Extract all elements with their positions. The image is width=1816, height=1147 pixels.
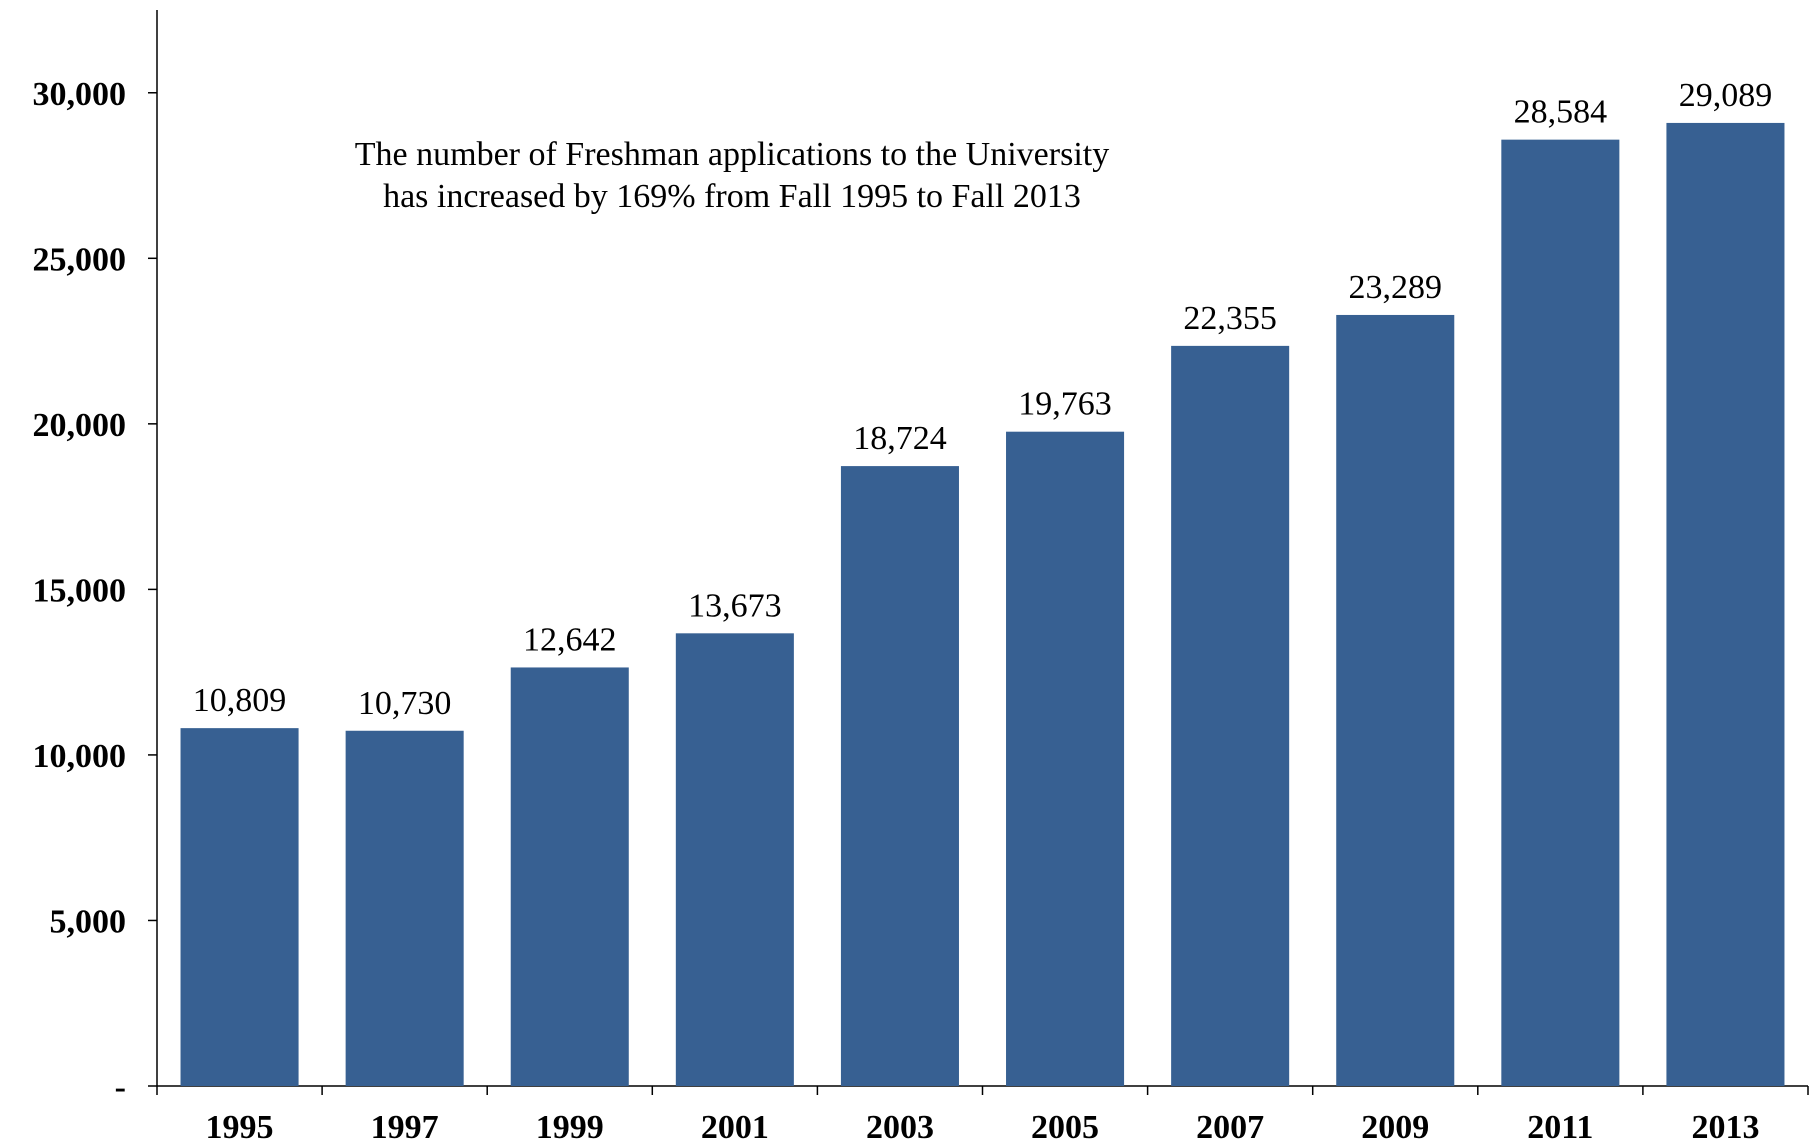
data-label-2009: 23,289 — [1349, 269, 1443, 306]
x-axis-ticks: 1995 1997 1999 2001 2003 2005 2007 2009 2011 2013 — [156, 1086, 1809, 1146]
x-tick-label-2005: 2005 — [1031, 1109, 1099, 1146]
data-labels-group: 10,809 10,730 12,642 13,673 18,724 19,763 22,3… — [193, 77, 1772, 722]
bar-2005 — [1006, 431, 1125, 1086]
y-tick-label: 30,000 — [33, 76, 127, 113]
x-tick-label-1995: 1995 — [206, 1109, 274, 1146]
y-tick-label: 5,000 — [50, 903, 127, 940]
bar-2001 — [675, 633, 794, 1086]
bar-1995 — [180, 728, 299, 1086]
y-tick-label: 20,000 — [33, 407, 127, 444]
x-tick-label-1999: 1999 — [536, 1109, 604, 1146]
data-label-2011: 28,584 — [1514, 94, 1608, 131]
annotation-line-2: has increased by 169% from Fall 1995 to … — [383, 178, 1081, 215]
x-tick-label-2007: 2007 — [1196, 1109, 1264, 1146]
data-label-2003: 18,724 — [853, 420, 947, 457]
data-label-1997: 10,730 — [358, 685, 452, 722]
data-label-2013: 29,089 — [1679, 77, 1773, 114]
y-tick-label: 10,000 — [33, 738, 127, 775]
y-tick-label: 15,000 — [33, 572, 127, 609]
y-tick-label: 25,000 — [33, 241, 127, 278]
bar-2013 — [1666, 122, 1785, 1086]
bar-2003 — [840, 466, 959, 1087]
data-label-2001: 13,673 — [688, 587, 782, 624]
data-label-2007: 22,355 — [1183, 300, 1277, 337]
x-tick-label-1997: 1997 — [371, 1109, 439, 1146]
bar-2009 — [1336, 314, 1455, 1086]
y-axis-ticks: - 5,000 10,000 15,000 20,000 25,000 30,000 — [33, 76, 157, 1106]
bar-1997 — [345, 730, 464, 1086]
x-tick-label-2013: 2013 — [1691, 1109, 1759, 1146]
bar-2007 — [1171, 345, 1290, 1086]
data-label-1995: 10,809 — [193, 682, 287, 719]
x-tick-label-2009: 2009 — [1361, 1109, 1429, 1146]
x-tick-label-2003: 2003 — [866, 1109, 934, 1146]
bar-2011 — [1501, 139, 1620, 1086]
annotation-line-1: The number of Freshman applications to t… — [355, 136, 1109, 173]
bars-group — [180, 122, 1785, 1087]
x-tick-label-2011: 2011 — [1527, 1109, 1593, 1146]
y-tick-label: - — [115, 1069, 126, 1106]
data-label-1999: 12,642 — [523, 621, 617, 658]
bar-1999 — [510, 667, 629, 1086]
x-tick-label-2001: 2001 — [701, 1109, 769, 1146]
data-label-2005: 19,763 — [1018, 386, 1112, 423]
